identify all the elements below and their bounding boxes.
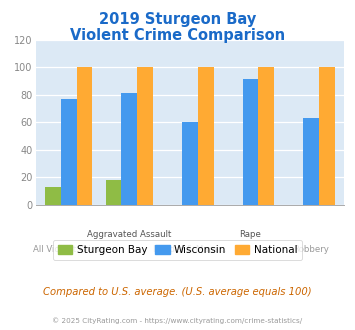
- Bar: [182, 122, 198, 205]
- Text: Aggravated Assault: Aggravated Assault: [87, 230, 171, 239]
- Text: Murder & Mans...: Murder & Mans...: [153, 245, 227, 254]
- Bar: [319, 67, 335, 205]
- Text: 2019 Sturgeon Bay: 2019 Sturgeon Bay: [99, 12, 256, 26]
- Legend: Sturgeon Bay, Wisconsin, National: Sturgeon Bay, Wisconsin, National: [53, 240, 302, 260]
- Text: Compared to U.S. average. (U.S. average equals 100): Compared to U.S. average. (U.S. average …: [43, 287, 312, 297]
- Text: All Violent Crime: All Violent Crime: [33, 245, 105, 254]
- Text: © 2025 CityRating.com - https://www.cityrating.com/crime-statistics/: © 2025 CityRating.com - https://www.city…: [53, 317, 302, 324]
- Bar: [137, 67, 153, 205]
- Text: Robbery: Robbery: [293, 245, 329, 254]
- Bar: [61, 99, 77, 205]
- Bar: [45, 187, 61, 205]
- Text: Violent Crime Comparison: Violent Crime Comparison: [70, 28, 285, 43]
- Bar: [106, 180, 121, 205]
- Bar: [121, 93, 137, 205]
- Bar: [77, 67, 92, 205]
- Bar: [303, 118, 319, 205]
- Bar: [258, 67, 274, 205]
- Text: Rape: Rape: [240, 230, 261, 239]
- Bar: [242, 80, 258, 205]
- Bar: [198, 67, 214, 205]
